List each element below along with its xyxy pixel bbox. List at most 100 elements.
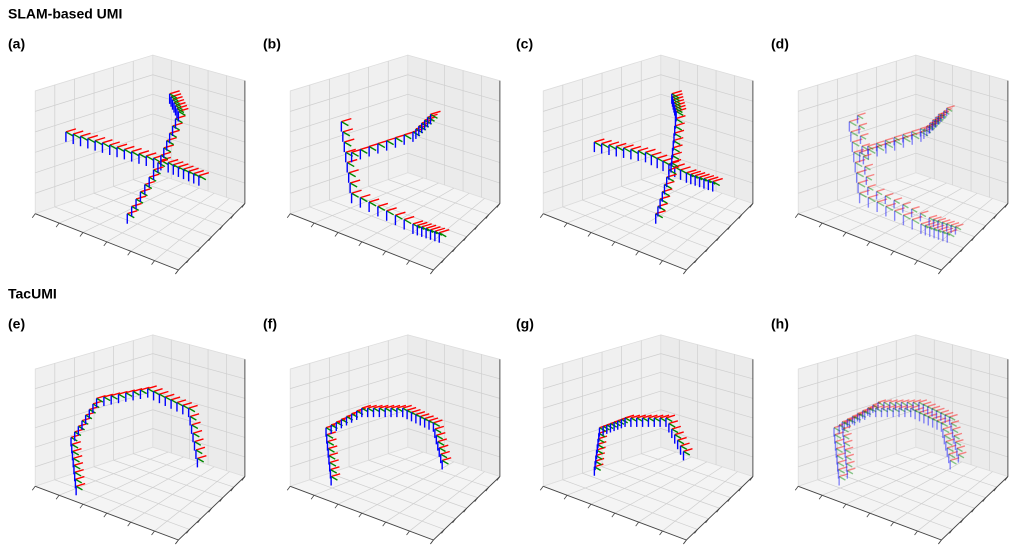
frame-x bbox=[868, 145, 879, 151]
frame-x bbox=[836, 452, 847, 457]
frame-x bbox=[933, 216, 942, 220]
frame-y bbox=[920, 212, 927, 218]
grid-line bbox=[407, 371, 500, 399]
frame-y bbox=[914, 409, 922, 415]
frame-x bbox=[835, 438, 845, 443]
frame-x bbox=[893, 197, 903, 201]
panel: (f) bbox=[263, 316, 501, 545]
frame-x bbox=[845, 453, 855, 458]
axis-tick bbox=[334, 232, 339, 237]
frame-y bbox=[594, 141, 602, 147]
frame-y bbox=[935, 116, 943, 122]
grid-line bbox=[660, 371, 753, 399]
frame-x bbox=[71, 441, 81, 446]
frame-y bbox=[659, 198, 668, 204]
frame-y bbox=[71, 443, 79, 449]
grid-line bbox=[660, 409, 753, 438]
frame-x bbox=[124, 145, 135, 151]
frame-x bbox=[937, 113, 947, 118]
frame-y bbox=[194, 441, 202, 446]
frame-y bbox=[683, 450, 691, 456]
frame-x bbox=[923, 125, 935, 130]
frame-x bbox=[887, 404, 897, 409]
frame-y bbox=[884, 195, 892, 200]
grid-line bbox=[407, 152, 500, 184]
frame-y bbox=[348, 172, 357, 178]
axis-tick bbox=[310, 222, 315, 228]
frame-y bbox=[929, 226, 938, 232]
grid-line bbox=[798, 113, 916, 153]
frame-y bbox=[674, 434, 682, 439]
panel: (h) bbox=[771, 316, 1009, 545]
frame-y bbox=[441, 459, 449, 465]
frame-x bbox=[96, 395, 106, 400]
grid-line bbox=[821, 177, 932, 224]
frame-x bbox=[946, 220, 955, 225]
frame-y bbox=[72, 450, 80, 456]
frame-y bbox=[933, 218, 940, 224]
frame-x bbox=[859, 148, 870, 153]
frame-x bbox=[868, 193, 879, 199]
frame-y bbox=[608, 144, 617, 150]
frame-y bbox=[430, 113, 438, 119]
frame-y bbox=[941, 422, 949, 427]
frame-y bbox=[601, 142, 610, 149]
frame-x bbox=[929, 119, 940, 124]
frame-x bbox=[920, 210, 929, 215]
frame-y bbox=[73, 464, 81, 470]
frame-x bbox=[948, 450, 958, 455]
frame-y bbox=[403, 218, 412, 225]
frame-y bbox=[368, 201, 377, 207]
frame-x bbox=[437, 438, 447, 443]
frame-x bbox=[195, 446, 206, 451]
grid-line bbox=[614, 461, 708, 514]
frame-y bbox=[637, 150, 646, 156]
grid-line bbox=[130, 466, 215, 523]
frame-y bbox=[938, 113, 946, 119]
frame-y bbox=[893, 199, 901, 205]
axis-tick bbox=[938, 269, 942, 275]
frame-x bbox=[885, 202, 897, 208]
frame-y bbox=[116, 146, 125, 152]
frame-x bbox=[940, 110, 950, 115]
frame-x bbox=[867, 143, 876, 147]
frame-x bbox=[864, 163, 874, 168]
grid-line bbox=[290, 74, 408, 112]
frame-y bbox=[872, 404, 879, 409]
frame-y bbox=[852, 415, 859, 421]
frame-x bbox=[926, 122, 937, 127]
frame-x bbox=[630, 145, 642, 151]
frame-x bbox=[651, 151, 662, 156]
frame-x bbox=[172, 122, 183, 127]
frame-x bbox=[169, 129, 180, 134]
frame-y bbox=[912, 401, 920, 407]
frame-x bbox=[854, 413, 864, 418]
frame-x bbox=[920, 128, 932, 133]
frame-x bbox=[923, 401, 932, 406]
frame-x bbox=[630, 414, 641, 419]
frame-y bbox=[867, 145, 874, 150]
frame-y bbox=[941, 221, 949, 227]
frame-x bbox=[940, 409, 950, 414]
frame-x bbox=[131, 147, 142, 153]
frame-y bbox=[416, 224, 425, 231]
frame-y bbox=[920, 128, 927, 133]
frame-x bbox=[859, 189, 870, 194]
frame-x bbox=[167, 158, 179, 164]
frame-x bbox=[850, 128, 862, 133]
frame-x bbox=[686, 169, 697, 174]
frame-x bbox=[188, 404, 198, 409]
frame-x bbox=[395, 211, 406, 216]
frame-x bbox=[859, 410, 869, 415]
grid-line bbox=[915, 371, 1008, 399]
frame-x bbox=[665, 414, 676, 419]
frame-y bbox=[859, 413, 867, 418]
grid-line bbox=[35, 94, 153, 133]
frame-x bbox=[668, 420, 679, 425]
frame-y bbox=[851, 141, 860, 147]
frame-y bbox=[430, 229, 438, 235]
frame-x bbox=[597, 435, 608, 440]
frame-x bbox=[911, 205, 920, 210]
grid-line bbox=[106, 187, 200, 243]
frame-y bbox=[131, 150, 140, 157]
